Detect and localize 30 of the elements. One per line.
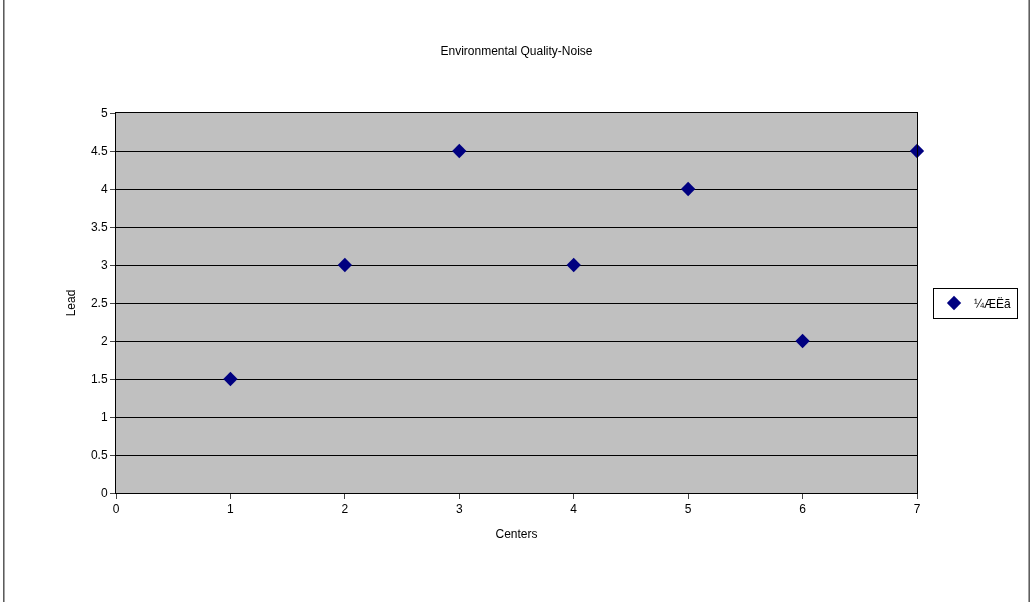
x-tick-label: 3: [455, 502, 463, 517]
point: [566, 257, 581, 273]
y-tick-label: 1.5: [90, 372, 108, 387]
y-tick-label: 4: [100, 182, 108, 197]
y-tick-label: 2: [100, 334, 108, 349]
x-tick-label: 0: [112, 502, 120, 517]
point: [795, 333, 810, 349]
chart-title: Environmental Quality-Noise: [440, 44, 593, 59]
x-tick-label: 2: [341, 502, 349, 517]
y-tick-label: 3: [100, 258, 108, 273]
point: [223, 371, 238, 387]
x-axis-title: Centers: [495, 527, 538, 542]
point: [337, 257, 353, 273]
point: [909, 143, 925, 159]
x-tick-label: 5: [684, 502, 692, 517]
x-tick-label: 6: [799, 502, 807, 517]
y-tick-label: 0: [100, 486, 108, 501]
x-tick-label: 4: [570, 502, 578, 517]
y-tick-label: 3.5: [90, 220, 108, 235]
point: [452, 143, 467, 159]
legend-label: ¼ÆËã: [974, 296, 1012, 311]
point: [680, 181, 696, 197]
y-tick-label: 2.5: [90, 296, 108, 311]
x-tick-label: 7: [913, 502, 921, 517]
y-tick-label: 1: [100, 410, 108, 425]
y-tick-label: 5: [100, 106, 108, 121]
y-axis-title: Lead: [64, 289, 79, 317]
y-tick-label: 0.5: [90, 448, 108, 463]
y-tick-label: 4.5: [90, 144, 108, 159]
x-tick-label: 1: [227, 502, 235, 517]
